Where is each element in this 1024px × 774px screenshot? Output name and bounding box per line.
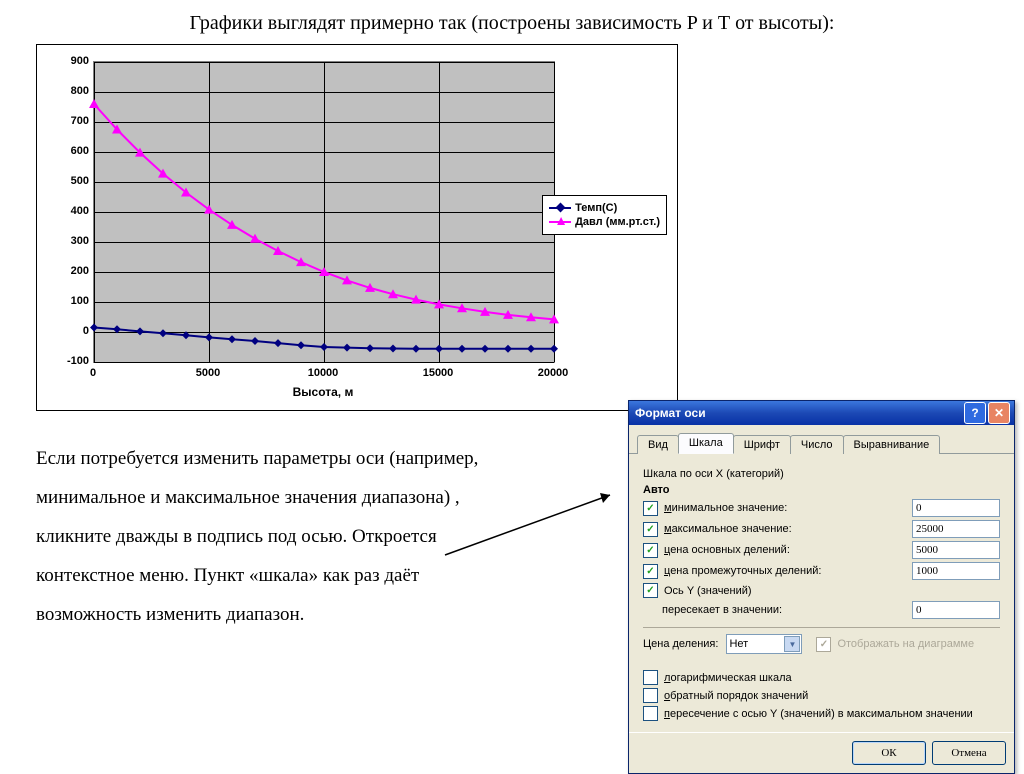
checkbox[interactable]: ✓ xyxy=(643,583,658,598)
tab-Вид[interactable]: Вид xyxy=(637,435,679,454)
page-title: Графики выглядят примерно так (построены… xyxy=(0,0,1024,41)
option-row: логарифмическая шкала xyxy=(643,670,1000,685)
price-division-row: Цена деления: Нет ✓ Отображать на диагра… xyxy=(643,634,1000,654)
format-axis-dialog: Формат оси ? ✕ ВидШкалаШрифтЧислоВыравни… xyxy=(628,400,1015,774)
option-label: пересечение с осью Y (значений) в максим… xyxy=(664,708,973,720)
checkbox[interactable]: ✓ xyxy=(643,543,658,558)
option-label: логарифмическая шкала xyxy=(664,672,792,684)
axis-y-label: Ось Y (значений) xyxy=(664,585,1000,597)
y-tick-label: 900 xyxy=(39,55,89,67)
ok-button[interactable]: ОК xyxy=(852,741,926,765)
y-tick-label: 300 xyxy=(39,235,89,247)
scale-row: ✓ максимальное значение: xyxy=(643,520,1000,538)
option-label: обратный порядок значений xyxy=(664,690,808,702)
value-input[interactable] xyxy=(912,562,1000,580)
tab-Число[interactable]: Число xyxy=(790,435,844,454)
y-tick-label: -100 xyxy=(39,355,89,367)
price-div-label: Цена деления: xyxy=(643,638,718,650)
auto-label: Авто xyxy=(643,484,1000,496)
y-tick-label: 700 xyxy=(39,115,89,127)
price-div-combo[interactable]: Нет xyxy=(726,634,802,654)
section-label: Шкала по оси X (категорий) xyxy=(643,468,1000,480)
axis-y-sub-label: пересекает в значении: xyxy=(662,604,912,616)
x-tick-label: 15000 xyxy=(413,367,463,379)
row-label: минимальное значение: xyxy=(664,502,912,514)
row-label: максимальное значение: xyxy=(664,523,912,535)
y-tick-label: 400 xyxy=(39,205,89,217)
y-tick-label: 0 xyxy=(39,325,89,337)
row-label: цена основных делений: xyxy=(664,544,912,556)
x-tick-label: 5000 xyxy=(183,367,233,379)
chart-legend: Темп(С) Давл (мм.рт.ст.) xyxy=(542,195,667,235)
checkbox[interactable] xyxy=(643,706,658,721)
dialog-body: Шкала по оси X (категорий) Авто ✓ минима… xyxy=(629,454,1014,732)
show-diagram-label: Отображать на диаграмме xyxy=(837,638,974,650)
value-input[interactable] xyxy=(912,499,1000,517)
x-tick-label: 10000 xyxy=(298,367,348,379)
y-tick-label: 800 xyxy=(39,85,89,97)
instruction-text: Если потребуется изменить параметры оси … xyxy=(36,440,506,635)
checkbox[interactable]: ✓ xyxy=(643,564,658,579)
checkbox[interactable] xyxy=(643,670,658,685)
cancel-button[interactable]: Отмена xyxy=(932,741,1006,765)
value-input[interactable] xyxy=(912,541,1000,559)
checkbox[interactable]: ✓ xyxy=(643,522,658,537)
option-row: пересечение с осью Y (значений) в максим… xyxy=(643,706,1000,721)
chart-container: Высота, м Темп(С) Давл (мм.рт.ст.) -1000… xyxy=(36,44,678,411)
x-tick-label: 0 xyxy=(68,367,118,379)
x-axis-label[interactable]: Высота, м xyxy=(93,385,553,399)
y-tick-label: 200 xyxy=(39,265,89,277)
checkbox-disabled: ✓ xyxy=(816,637,831,652)
y-tick-label: 100 xyxy=(39,295,89,307)
y-tick-label: 500 xyxy=(39,175,89,187)
x-tick-label: 20000 xyxy=(528,367,578,379)
checkbox[interactable] xyxy=(643,688,658,703)
value-input[interactable] xyxy=(912,520,1000,538)
close-button[interactable]: ✕ xyxy=(988,402,1010,424)
checkbox[interactable]: ✓ xyxy=(643,501,658,516)
tab-Шрифт[interactable]: Шрифт xyxy=(733,435,791,454)
help-button[interactable]: ? xyxy=(964,402,986,424)
axis-y-value-input[interactable] xyxy=(912,601,1000,619)
legend-label: Давл (мм.рт.ст.) xyxy=(575,216,660,228)
legend-label: Темп(С) xyxy=(575,202,617,214)
scale-row: ✓ цена промежуточных делений: xyxy=(643,562,1000,580)
option-row: обратный порядок значений xyxy=(643,688,1000,703)
tab-Шкала[interactable]: Шкала xyxy=(678,433,734,454)
legend-item-pressure: Давл (мм.рт.ст.) xyxy=(549,216,660,228)
dialog-titlebar[interactable]: Формат оси ? ✕ xyxy=(629,401,1014,425)
row-label: цена промежуточных делений: xyxy=(664,565,912,577)
scale-row: ✓ минимальное значение: xyxy=(643,499,1000,517)
axis-y-sub-row: пересекает в значении: xyxy=(643,601,1000,619)
axis-y-row: ✓ Ось Y (значений) xyxy=(643,583,1000,598)
tab-Выравнивание[interactable]: Выравнивание xyxy=(843,435,941,454)
dialog-title: Формат оси xyxy=(635,406,706,420)
y-tick-label: 600 xyxy=(39,145,89,157)
dialog-tabs: ВидШкалаШрифтЧислоВыравнивание xyxy=(629,425,1014,454)
plot-area xyxy=(93,61,555,363)
scale-row: ✓ цена основных делений: xyxy=(643,541,1000,559)
legend-item-temp: Темп(С) xyxy=(549,202,660,214)
